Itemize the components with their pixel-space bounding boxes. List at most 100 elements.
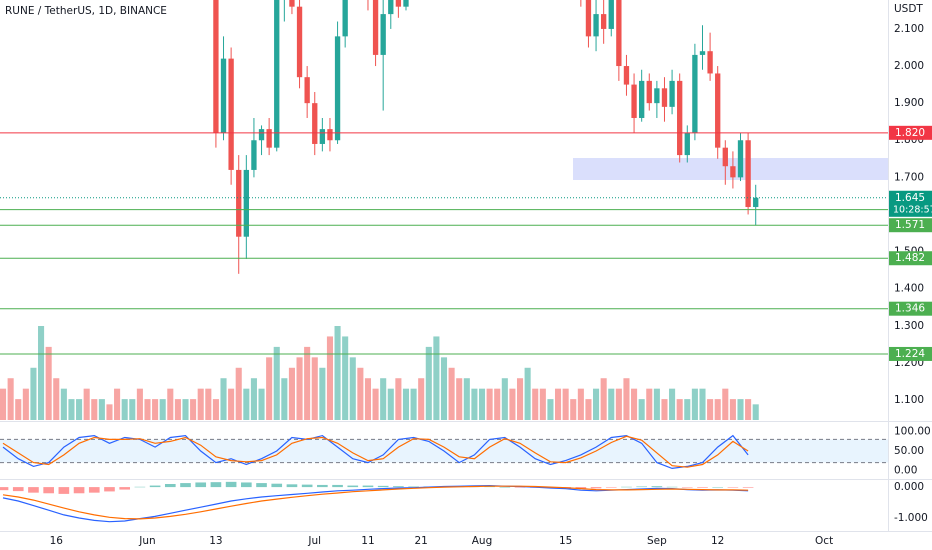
stoch-line <box>2 435 749 468</box>
volume-bar <box>547 399 554 420</box>
volume-bar <box>60 388 67 420</box>
x-tick-label: Oct <box>815 535 833 547</box>
candle-body <box>669 80 675 107</box>
volume-bar <box>228 388 235 420</box>
macd-histogram-bar <box>241 482 252 488</box>
stoch-line <box>2 434 749 470</box>
level-label-box <box>889 251 932 266</box>
volume-bar <box>235 367 242 420</box>
macd-histogram-bar <box>225 481 237 488</box>
volume-bar <box>722 388 729 420</box>
price-pane <box>213 0 759 274</box>
macd-histogram-bar <box>347 485 359 488</box>
volume-bar <box>425 346 432 420</box>
macd-histogram-bar <box>104 487 115 492</box>
macd-histogram-bar <box>0 487 9 491</box>
volume-bar <box>745 399 752 420</box>
volume-bar <box>136 388 143 420</box>
volume-bar <box>91 399 98 420</box>
volume-bar <box>250 378 257 420</box>
x-tick-label: Aug <box>472 535 493 547</box>
volume-bar <box>456 378 463 420</box>
volume-bar <box>669 388 676 420</box>
candle-body <box>730 166 736 178</box>
y-tick-label: 0.000 <box>894 481 924 493</box>
macd-histogram-bar <box>651 486 663 488</box>
candle-body <box>213 0 219 133</box>
volume-bar <box>190 399 197 420</box>
candle-body <box>236 169 242 237</box>
volume-bar <box>433 336 440 420</box>
y-tick-label: 100.00 <box>894 426 931 438</box>
volume-bar <box>593 388 600 420</box>
candle-body <box>274 0 280 148</box>
volume-bar <box>737 399 744 420</box>
volume-bar <box>38 326 45 420</box>
macd-histogram-bar <box>271 483 283 488</box>
y-tick-label: 1.900 <box>894 97 924 109</box>
macd-histogram-bar <box>286 484 298 488</box>
volume-bar <box>357 367 364 420</box>
macd-histogram-bar <box>590 487 602 489</box>
volume-bar <box>45 346 52 420</box>
volume-bar <box>159 399 166 420</box>
macd-histogram-bar <box>727 487 739 488</box>
candle-body <box>677 80 683 156</box>
macd-histogram-bar <box>301 484 313 488</box>
level-label: 1.571 <box>895 219 925 231</box>
volume-bar <box>7 378 14 420</box>
candle-body <box>585 0 592 37</box>
candle-body <box>327 129 333 141</box>
countdown-label: 10:28:57 <box>893 204 932 215</box>
candle-body <box>228 58 234 170</box>
macd-histogram-bar <box>697 487 708 488</box>
candle-body <box>616 0 622 67</box>
volume-bar <box>608 388 615 420</box>
macd-histogram-bar <box>377 485 389 488</box>
x-tick-label: Sep <box>647 535 667 547</box>
macd-histogram-bar <box>164 484 176 488</box>
y-tick-label: -1.000 <box>894 512 928 524</box>
volume-bar <box>555 388 562 420</box>
volume-bar <box>623 378 630 420</box>
candle-body <box>289 0 295 7</box>
candle-body <box>251 140 257 170</box>
last-price-label: 1.645 <box>895 192 925 204</box>
volume-bar <box>144 399 151 420</box>
macd-histogram-bar <box>195 482 207 488</box>
volume-bar <box>631 388 638 420</box>
y-axis-label: USDT <box>894 3 923 15</box>
candle-body <box>388 0 394 15</box>
macd-histogram-bar <box>88 487 100 493</box>
volume-bar <box>486 388 493 420</box>
volume-bar <box>197 388 204 420</box>
candle-body <box>692 54 698 133</box>
x-tick-label: Jun <box>138 535 155 547</box>
candle-body <box>312 103 318 144</box>
volume-bar <box>342 336 349 420</box>
macd-histogram-bar <box>12 487 24 492</box>
candle-body <box>296 6 303 78</box>
level-label: 1.820 <box>895 127 925 139</box>
macd-histogram-bar <box>393 486 404 488</box>
candle-body <box>623 66 630 85</box>
x-tick-label: 11 <box>361 535 374 547</box>
volume-bar <box>15 399 22 420</box>
macd-histogram-bar <box>666 486 678 488</box>
macd-histogram-bar <box>499 487 511 488</box>
volume-bar <box>311 357 318 420</box>
volume-bar <box>98 399 105 420</box>
volume-bar <box>501 378 508 420</box>
candle-body <box>707 51 713 74</box>
x-tick-label: 12 <box>711 535 724 547</box>
candle-body <box>715 73 721 148</box>
y-tick-label: 1.300 <box>894 320 924 332</box>
volume-bar <box>349 357 356 420</box>
volume-bar <box>532 388 539 420</box>
y-tick-label: 0.00 <box>894 464 917 476</box>
volume-bar <box>471 388 478 420</box>
macd-histogram-bar <box>256 483 267 488</box>
